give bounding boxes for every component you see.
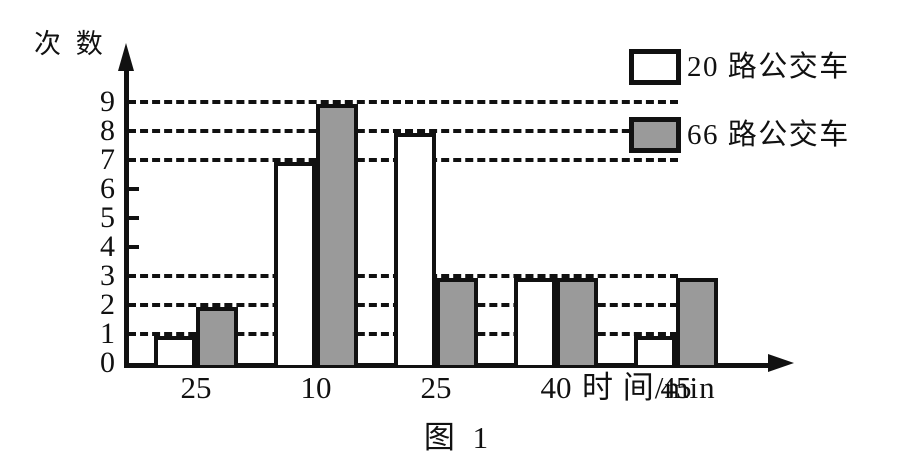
y-axis-tick-label: 0 <box>100 346 115 379</box>
x-axis-arrow-icon <box>768 354 794 372</box>
x-axis-tick-label: 25 <box>420 370 452 405</box>
chart-legend: 20 路公交车 66 路公交车 <box>629 44 850 180</box>
y-axis-tick-label: 3 <box>100 259 115 292</box>
y-axis-tick-label: 9 <box>100 85 115 118</box>
bar-series-b <box>316 104 358 365</box>
bar-series-b <box>556 278 598 365</box>
gray-square-icon <box>629 117 681 153</box>
bar-series-b <box>196 307 238 365</box>
y-axis-tick-label: 6 <box>100 172 115 205</box>
y-axis-tick-mark <box>128 187 139 191</box>
bar-series-b <box>436 278 478 365</box>
bar-series-a <box>274 162 316 365</box>
figure-caption: 图 1 <box>423 420 494 455</box>
gridline <box>128 100 678 104</box>
bar-series-a <box>514 278 556 365</box>
legend-item: 20 路公交车 <box>629 44 850 90</box>
x-axis-tick-label: 25 <box>180 370 212 405</box>
legend-item: 66 路公交车 <box>629 112 850 158</box>
y-axis-tick-mark <box>128 245 139 249</box>
y-axis-tick-label: 7 <box>100 143 115 176</box>
bar-series-a <box>634 336 676 365</box>
bar-series-a <box>154 336 196 365</box>
x-axis-tick-label: 40 <box>540 370 572 405</box>
y-axis-tick-mark <box>128 216 139 220</box>
y-axis-title: 次 数 <box>34 29 107 59</box>
y-axis-tick-label: 1 <box>100 317 115 350</box>
y-axis-line <box>124 70 129 365</box>
bar-series-a <box>394 133 436 365</box>
y-axis-tick-label: 4 <box>100 230 115 263</box>
gridline <box>128 129 678 133</box>
x-axis-title: 时 间/min <box>582 370 716 405</box>
bar-series-b <box>676 278 718 365</box>
white-square-icon <box>629 49 681 85</box>
y-axis-tick-label: 2 <box>100 288 115 321</box>
y-axis-tick-label: 5 <box>100 201 115 234</box>
x-axis-tick-label: 10 <box>300 370 332 405</box>
legend-label: 20 路公交车 <box>687 50 850 83</box>
y-axis-tick-label: 8 <box>100 114 115 147</box>
x-axis-line <box>124 363 772 368</box>
y-axis-arrow-icon <box>118 43 134 71</box>
legend-label: 66 路公交车 <box>687 118 850 151</box>
x-axis-tick-label: 45 <box>660 370 692 405</box>
